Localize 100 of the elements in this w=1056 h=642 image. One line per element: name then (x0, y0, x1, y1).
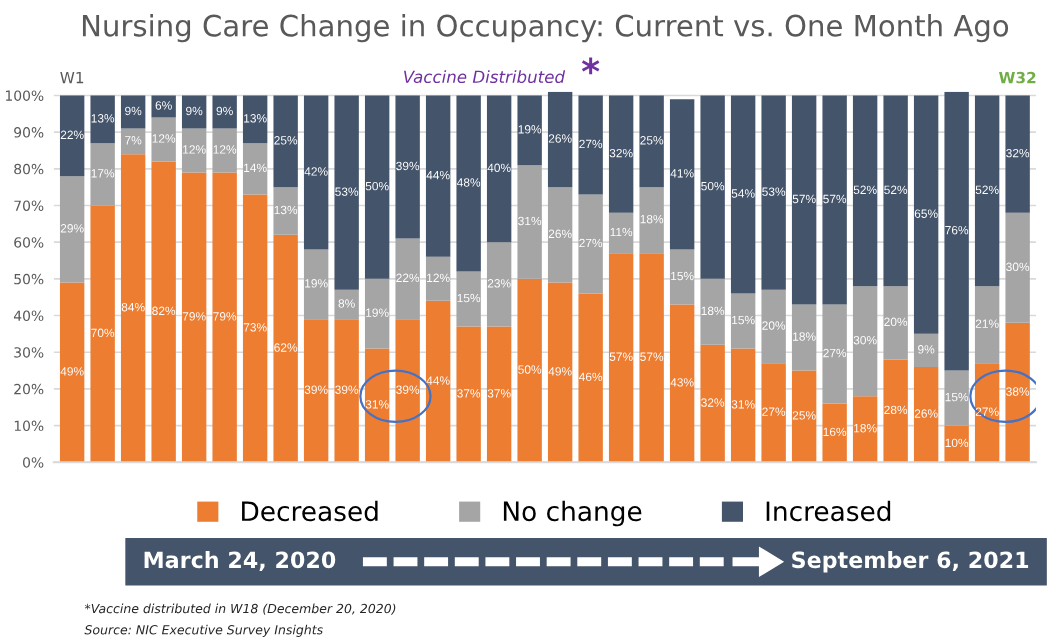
bar (181, 172, 207, 463)
bar (974, 95, 1000, 287)
bar (181, 95, 207, 129)
bar (334, 319, 359, 463)
bar (913, 366, 939, 463)
bar (944, 370, 969, 426)
bar (120, 154, 146, 463)
bar (273, 187, 298, 235)
bar (59, 282, 85, 463)
bar (364, 95, 390, 279)
bar (364, 348, 390, 463)
bar (547, 91, 573, 188)
bar (90, 143, 115, 206)
bar (425, 300, 451, 463)
bar (852, 396, 878, 463)
bar (608, 95, 634, 213)
bar (700, 95, 725, 279)
bar (486, 95, 512, 243)
bar (578, 194, 603, 294)
bar (303, 319, 329, 463)
bar (913, 95, 939, 334)
bar (700, 344, 725, 463)
bar (608, 212, 634, 254)
legend-label: Decreased (242, 500, 378, 522)
bar (852, 286, 878, 397)
bar (883, 95, 908, 287)
bar (151, 117, 176, 162)
bar (120, 128, 146, 155)
text: March 24, 2020 (144, 551, 336, 572)
bar (212, 172, 237, 463)
bar (913, 333, 939, 367)
bar (395, 319, 420, 463)
bar (517, 165, 542, 279)
bar (791, 95, 817, 305)
bar (334, 289, 359, 320)
bar (639, 187, 664, 254)
bar (1005, 95, 1030, 213)
bar (151, 95, 176, 118)
bar (883, 286, 908, 360)
bar (486, 326, 512, 463)
bar (852, 95, 878, 287)
bar (59, 176, 85, 283)
bar (212, 128, 237, 173)
bar (639, 253, 664, 463)
bar (1005, 322, 1030, 463)
bar (669, 304, 695, 463)
legend-label: Increased (766, 500, 891, 522)
bar (1005, 212, 1030, 323)
bar (944, 425, 969, 463)
bar (212, 95, 237, 129)
chart-title: Nursing Care Change in Occupancy: Current vs. One Month Ago (82, 14, 1009, 43)
bar (974, 286, 1000, 364)
bar (761, 289, 786, 364)
bar (730, 348, 756, 463)
bar (242, 143, 268, 195)
bar (151, 161, 176, 463)
bar (791, 304, 817, 371)
bar (273, 234, 298, 463)
bar (822, 403, 847, 463)
bar (517, 278, 542, 463)
bar (761, 363, 786, 463)
bar (181, 128, 207, 173)
bar (364, 278, 390, 349)
bar (547, 282, 573, 463)
text: September 6, 2021 (792, 551, 1029, 573)
bar (822, 304, 847, 404)
bar (822, 95, 847, 305)
bar (456, 95, 481, 272)
bar (59, 95, 85, 177)
bar (334, 95, 359, 290)
legend-label: No change (503, 500, 642, 527)
bar (456, 271, 481, 327)
bar (730, 95, 756, 294)
text: * (581, 57, 600, 75)
bar (883, 359, 908, 463)
bar (90, 95, 115, 144)
bar (486, 242, 512, 327)
bar (90, 205, 115, 463)
bar (669, 249, 695, 305)
bar (578, 293, 603, 463)
bar (303, 95, 329, 250)
bar (730, 293, 756, 349)
bar (547, 187, 573, 283)
bar (974, 363, 1000, 463)
bar (395, 238, 420, 320)
bar (639, 95, 664, 188)
bar (517, 95, 542, 166)
bar (456, 326, 481, 463)
bar (303, 249, 329, 320)
bar (395, 95, 420, 239)
bar (425, 256, 451, 301)
bar (425, 95, 451, 257)
bar (944, 91, 969, 371)
text: Vaccine Distributed (404, 70, 566, 84)
bar (791, 370, 817, 463)
bar (761, 95, 786, 290)
bar (669, 99, 695, 250)
bar (120, 95, 146, 129)
bar (242, 194, 268, 463)
bar (578, 95, 603, 195)
